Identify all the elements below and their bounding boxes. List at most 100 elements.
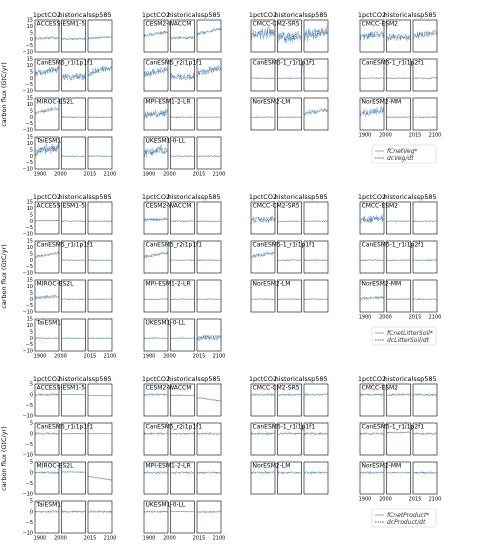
panel-noresm2-lm-1pctco2 <box>250 461 276 495</box>
panel-frame <box>34 422 60 456</box>
panel-frame <box>359 383 385 417</box>
panel-frame <box>61 97 86 131</box>
y-tick-label: −5 <box>26 225 33 231</box>
y-tick-label: 0 <box>30 392 33 398</box>
panel-frame <box>87 500 113 534</box>
panel-frame <box>386 58 411 92</box>
legend: fCnetProduct*dcProduct/dt <box>371 508 437 528</box>
column-header-ssp585: ssp585 <box>88 193 111 201</box>
y-tick-label: −5 <box>26 121 33 127</box>
series-line-stock-change <box>304 471 328 474</box>
series-line-flux <box>277 392 302 397</box>
model-label: CMCC-ESM2 <box>362 385 399 392</box>
legend-label-flux: fCnetVeg* <box>387 148 417 155</box>
series-line-flux <box>170 116 195 119</box>
series-line-stock-change <box>170 394 195 396</box>
y-tick-label: −10 <box>22 128 33 134</box>
series-line-stock-change <box>170 116 195 118</box>
panel-noresm2-lm-historical <box>277 97 302 131</box>
series-line-stock-change <box>61 433 86 435</box>
series-line-flux <box>304 77 328 80</box>
model-label: CanESM5_r1i1p1f1 <box>37 60 94 67</box>
series-line-flux <box>197 154 221 158</box>
column-header-ssp585: ssp585 <box>304 375 327 383</box>
series-line-stock-change <box>35 510 59 513</box>
panel-frame <box>61 422 86 456</box>
panel-cesm2-waccm-1pctco2 <box>143 383 169 417</box>
model-label: CanESM5-1_r1i1p1f1 <box>253 60 316 67</box>
panel-frame <box>303 279 329 313</box>
panel-frame <box>34 58 60 92</box>
panel-noresm2-lm-ssp585 <box>303 97 329 131</box>
y-tick-label: 15 <box>27 278 33 284</box>
panel-noresm2-mm-1pctco2 <box>359 461 385 495</box>
series-line-flux <box>35 431 59 436</box>
x-tick-label: 2100 <box>104 172 117 178</box>
panel-canesm5-1_r1i1p1f1-historical <box>277 58 302 92</box>
panel-mpi-esm1-2-lr-ssp585 <box>196 461 222 495</box>
panel-canesm5_r2i1p1f1-1pctco2 <box>143 422 169 456</box>
series-line-stock-change <box>413 116 437 118</box>
legend: fCnetLitterSoil*dcLitterSoil/dt <box>371 326 437 346</box>
panel-access-esm1-5-ssp585 <box>87 383 113 417</box>
series-line-stock-change <box>88 475 112 481</box>
series-line-stock-change <box>251 432 275 435</box>
column-header-ssp585: ssp585 <box>413 11 436 19</box>
panel-cmcc-esm2-historical <box>386 383 411 417</box>
x-tick-label: 2100 <box>429 133 442 139</box>
panel-miroc-es2l-historical <box>61 279 86 313</box>
y-tick-label: 0 <box>30 297 33 303</box>
model-label: CMCC-CM2-SR5 <box>253 203 300 210</box>
panel-frame <box>170 279 195 313</box>
panel-miroc-es2l-ssp585 <box>87 461 113 495</box>
series-line-flux <box>277 30 302 44</box>
series-line-stock-change <box>197 29 221 35</box>
y-tick-label: 10 <box>27 245 33 251</box>
model-label: CanESM5-1_r1i1p1f1 <box>253 242 316 249</box>
column-header-1pctco2: 1pctCO2 <box>249 375 277 383</box>
panel-canesm5-1_r1i1p2f1-1pctco2 <box>359 240 385 274</box>
column-header-ssp585: ssp585 <box>88 375 111 383</box>
model-label: MIROC-ES2L <box>37 463 75 470</box>
series-line-stock-change <box>304 28 328 39</box>
series-line-stock-change <box>88 337 112 339</box>
series-line-stock-change <box>277 33 302 41</box>
series-line-flux <box>304 392 328 397</box>
panel-frame <box>412 461 438 495</box>
column-header-1pctco2: 1pctCO2 <box>249 11 277 19</box>
series-line-stock-change <box>35 108 59 114</box>
series-line-flux <box>277 77 302 80</box>
series-line-stock-change <box>413 393 437 396</box>
model-label: UKESM1-0-LL <box>146 138 186 145</box>
model-label: MIROC-ES2L <box>37 99 75 106</box>
panel-noresm2-mm-ssp585 <box>412 97 438 131</box>
series-line-stock-change <box>413 298 437 300</box>
series-line-stock-change <box>413 220 437 222</box>
panel-cmcc-cm2-sr5-1pctco2 <box>250 383 276 417</box>
series-line-stock-change <box>170 432 195 435</box>
series-line-stock-change <box>251 471 275 474</box>
panel-cesm2-waccm-1pctco2 <box>143 201 169 235</box>
series-line-flux <box>360 295 384 301</box>
series-line-stock-change <box>61 259 86 261</box>
series-line-flux <box>413 258 437 262</box>
series-line-stock-change <box>88 155 112 157</box>
y-tick-label: 0 <box>30 115 33 121</box>
panel-frame <box>170 97 195 131</box>
panel-mpi-esm1-2-lr-historical <box>170 97 195 131</box>
y-tick-label: −5 <box>26 442 33 448</box>
panel-frame <box>170 240 195 274</box>
model-label: ACCESS-ESM1-5 <box>37 385 86 392</box>
panel-cmcc-cm2-sr5-1pctco2 <box>250 19 276 53</box>
panel-frame <box>196 461 222 495</box>
series-line-flux <box>197 258 221 262</box>
panel-canesm5_r2i1p1f1-1pctco2 <box>143 240 169 274</box>
model-label: NorESM2-MM <box>362 99 402 106</box>
panel-frame <box>61 19 86 53</box>
panel-frame <box>143 461 169 495</box>
panel-frame <box>277 58 302 92</box>
series-line-flux <box>360 106 384 118</box>
panel-frame <box>386 201 411 235</box>
panel-frame <box>412 58 438 92</box>
